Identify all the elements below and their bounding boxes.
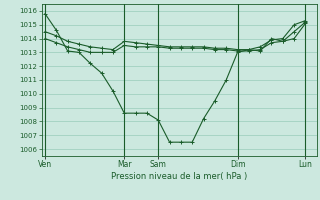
X-axis label: Pression niveau de la mer( hPa ): Pression niveau de la mer( hPa ) [111,172,247,181]
